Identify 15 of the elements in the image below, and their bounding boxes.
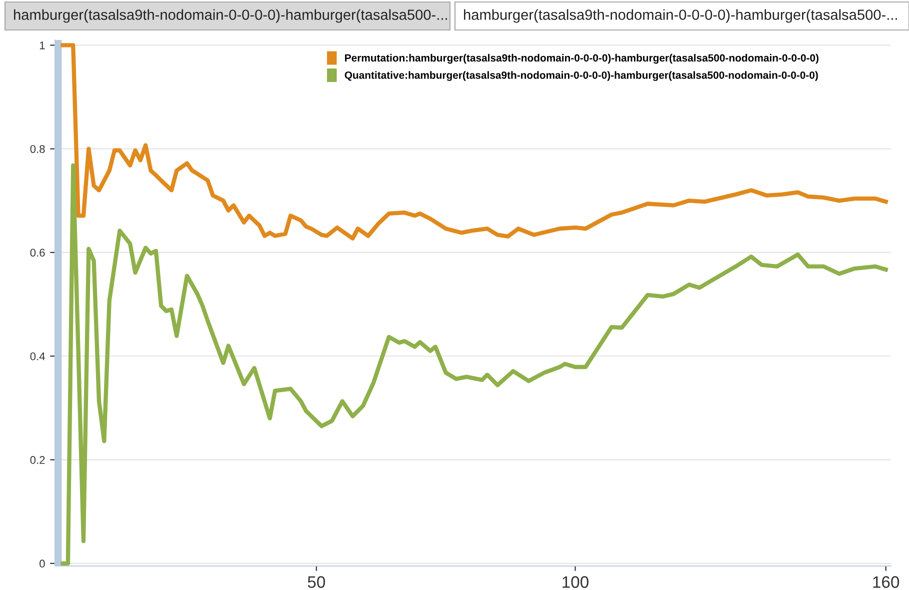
y-tick-label: 0.8 <box>30 145 45 153</box>
y-tick-label: 0.6 <box>30 248 45 257</box>
x-tick-label: 160 <box>873 576 900 588</box>
legend-label: Quantitative:hamburger(tasalsa9th-nodomain-0-0-0-0)-hamburger(tasalsa500-nodomain-0-0-0-0) <box>344 71 818 81</box>
x-tick-label: 100 <box>562 576 588 588</box>
x-tick-label: 50 <box>308 576 326 588</box>
legend-label: Permutation:hamburger(tasalsa9th-nodomain-0-0-0-0)-hamburger(tasalsa500-nodomain-0-0-0-0) <box>345 54 818 64</box>
y-tick-label: 0.4 <box>30 352 45 360</box>
y-tick-label: 0.2 <box>30 456 45 464</box>
y-tick-label: 0 <box>40 560 45 568</box>
text: hamburger(tasalsa9th-nodomain-0-0-0-0)-hamburger(tasalsa500-... <box>14 9 447 23</box>
y-tick-label: 1 <box>40 42 45 50</box>
line-series <box>60 43 888 241</box>
line-series <box>60 163 888 566</box>
text: hamburger(tasalsa9th-nodomain-0-0-0-0)-hamburger(tasalsa500-... <box>464 9 897 23</box>
